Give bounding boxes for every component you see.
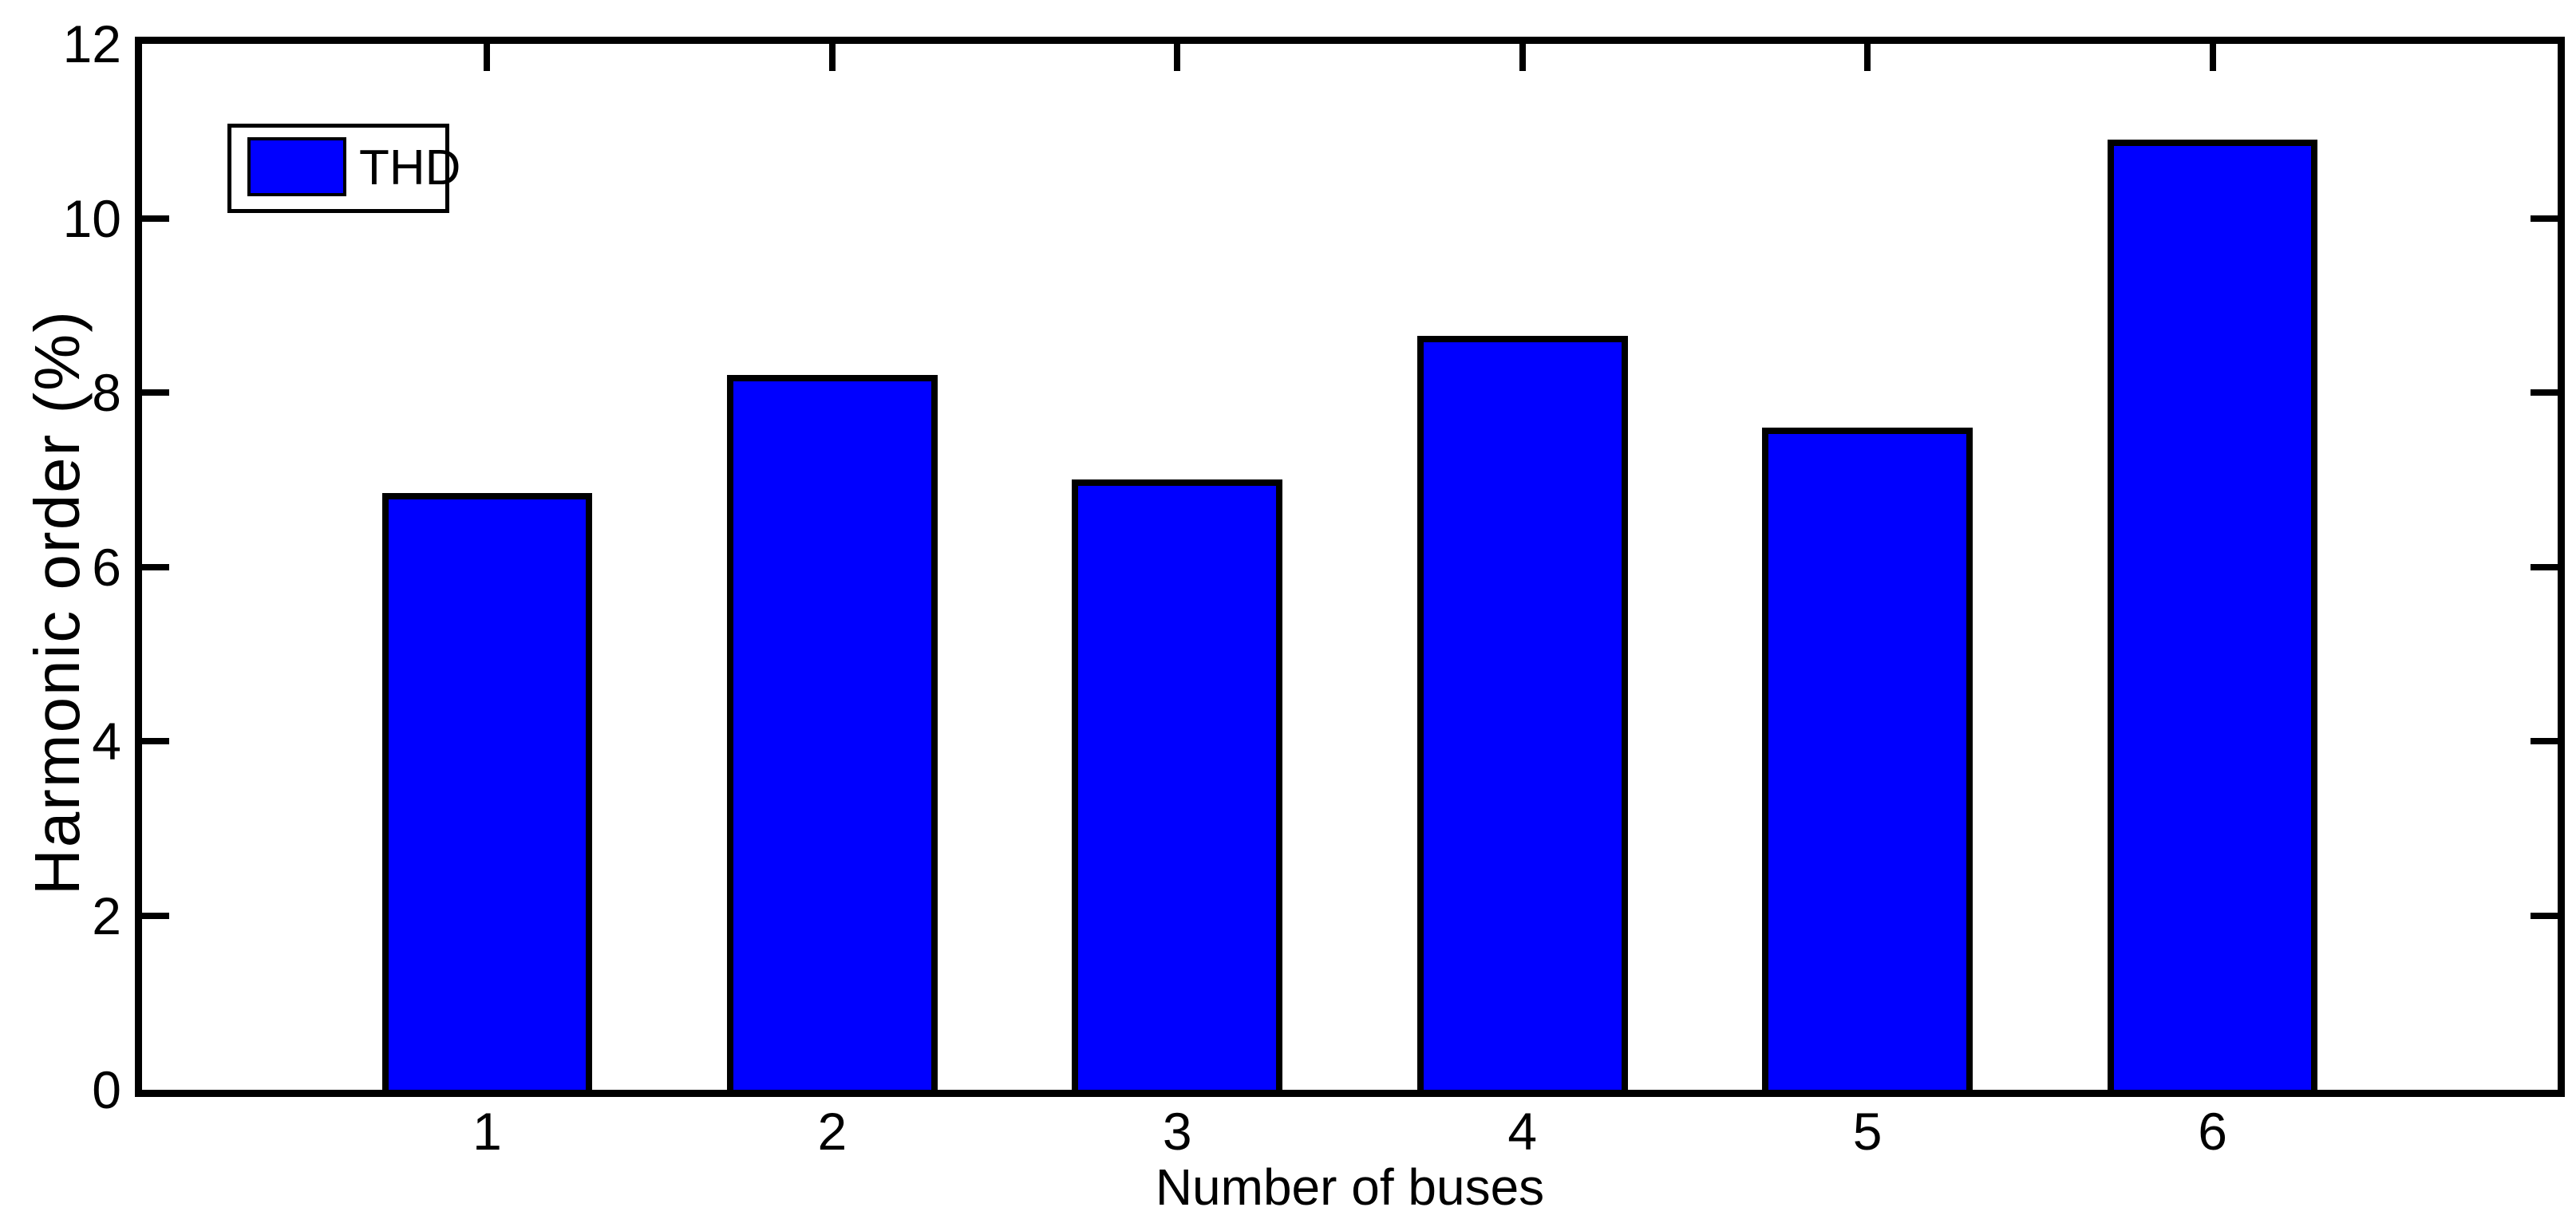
x-tick-top-2 [828, 44, 836, 71]
x-axis-label: Number of buses [1155, 1158, 1545, 1216]
x-tick-top-1 [484, 44, 491, 71]
plot-area [135, 37, 2565, 1097]
y-tick-right-4 [2531, 738, 2558, 744]
legend-swatch [247, 137, 346, 196]
y-tick-label-8: 8 [92, 363, 121, 422]
x-tick-label-1: 1 [472, 1102, 502, 1161]
x-tick-top-6 [2209, 44, 2216, 71]
x-tick-top-5 [1864, 44, 1871, 71]
y-tick-label-6: 6 [92, 537, 121, 597]
y-tick-right-8 [2531, 389, 2558, 396]
x-tick-label-2: 2 [817, 1102, 847, 1161]
y-tick-left-4 [142, 738, 169, 744]
y-tick-left-10 [142, 215, 169, 222]
bar-6 [2107, 140, 2318, 1090]
y-tick-label-4: 4 [92, 712, 121, 771]
x-tick-top-3 [1174, 44, 1181, 71]
y-tick-right-10 [2531, 215, 2558, 222]
y-tick-label-12: 12 [62, 14, 121, 73]
y-tick-right-6 [2531, 563, 2558, 570]
y-tick-left-2 [142, 912, 169, 919]
y-tick-left-8 [142, 389, 169, 396]
y-tick-label-10: 10 [62, 188, 121, 248]
x-tick-label-5: 5 [1852, 1102, 1883, 1161]
y-tick-left-6 [142, 563, 169, 570]
x-tick-top-4 [1519, 44, 1526, 71]
bar-4 [1416, 336, 1628, 1090]
x-tick-label-4: 4 [1507, 1102, 1538, 1161]
bar-3 [1072, 479, 1283, 1090]
x-tick-label-6: 6 [2198, 1102, 2227, 1161]
x-tick-label-3: 3 [1162, 1102, 1192, 1161]
bar-5 [1762, 427, 1973, 1090]
bar-2 [726, 375, 938, 1090]
y-tick-label-2: 2 [92, 886, 121, 945]
legend-label: THD [359, 140, 461, 195]
y-tick-right-2 [2531, 912, 2558, 919]
bar-1 [381, 492, 593, 1090]
legend: THD [227, 124, 460, 213]
y-tick-label-0: 0 [92, 1060, 121, 1119]
